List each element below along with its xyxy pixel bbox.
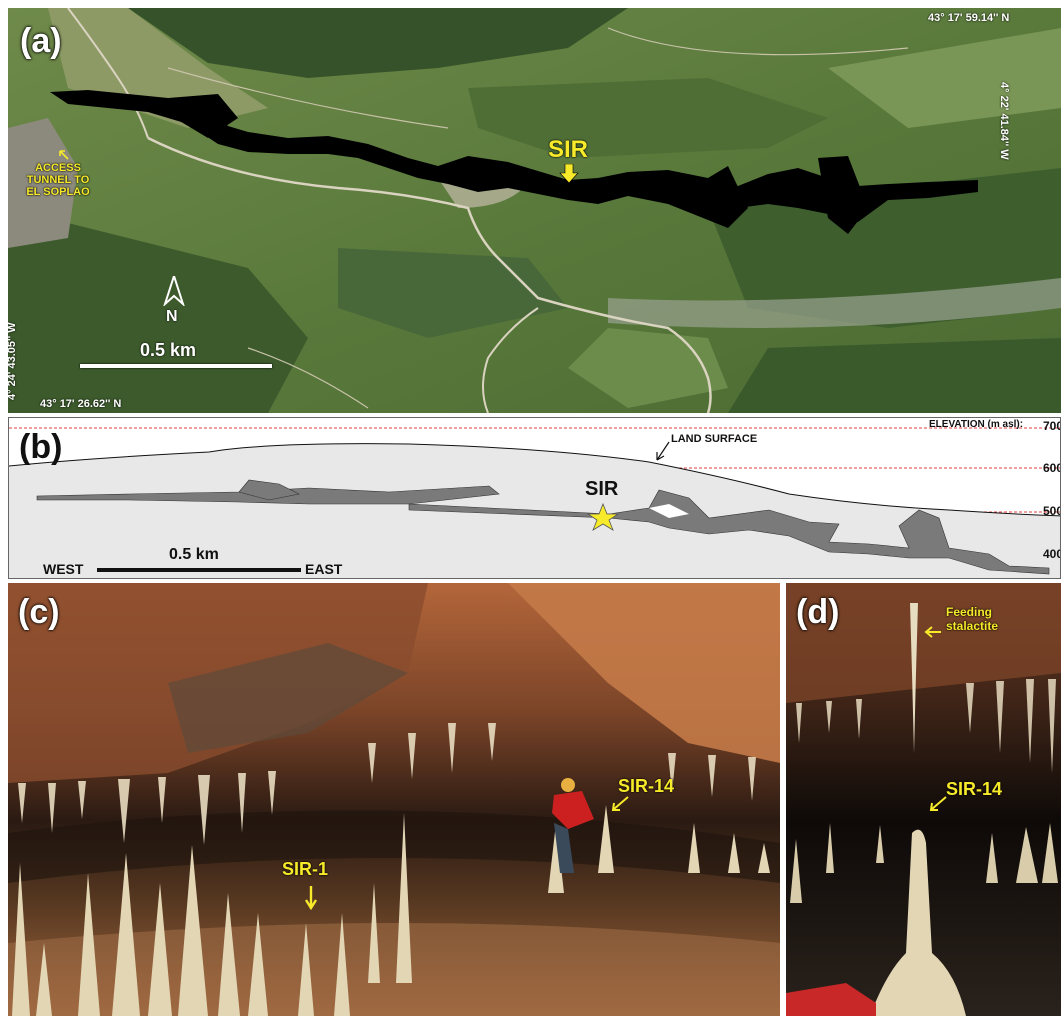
west-label: WEST xyxy=(43,561,84,577)
map-scale-bar xyxy=(80,364,272,368)
coordinate-top-right: 43° 17' 59.14'' N xyxy=(928,12,1010,24)
sir-14-closeup-label: SIR-14 xyxy=(946,779,1003,799)
panel-a-aerial-map: (a) 43° 17' 59.14'' N 4° 22' 41.84'' W 4… xyxy=(8,8,1061,413)
sir-14-closeup-arrow-icon xyxy=(929,796,947,811)
access-tunnel-line-3: EL SOPLAO xyxy=(26,186,90,198)
panel-d-label: (d) xyxy=(796,593,840,631)
stalagmite-closeup-photo xyxy=(786,583,1061,1016)
coordinate-left-vertical: 4° 24' 43.05'' W xyxy=(8,322,18,400)
sir-map-label: SIR xyxy=(548,136,589,163)
sir-14-photo-label: SIR-14 xyxy=(618,776,675,796)
north-label: N xyxy=(166,308,178,325)
panel-b-label: (b) xyxy=(19,428,63,466)
profile-drawing xyxy=(9,427,1060,578)
elevation-tick-500: 500 xyxy=(1043,504,1060,518)
access-tunnel-arrow-icon xyxy=(59,150,69,160)
sir-profile-label: SIR xyxy=(585,478,619,500)
panel-b-cave-profile: (b) ELEVATION (m asl): 700 600 500 400 L… xyxy=(8,417,1061,579)
sir-1-arrow-icon xyxy=(304,886,318,910)
north-arrow-icon xyxy=(163,276,185,306)
sir-14-photo-arrow-icon xyxy=(611,796,629,811)
panel-a-label: (a) xyxy=(20,22,62,60)
aerial-photo xyxy=(8,8,1061,413)
access-tunnel-label: ACCESS TUNNEL TO EL SOPLAO xyxy=(18,162,98,198)
profile-scale-label: 0.5 km xyxy=(169,546,219,563)
panel-d-stalagmite-photo: (d) Feeding stalactite SIR-14 xyxy=(786,583,1061,1016)
feeding-stalactite-line-2: stalactite xyxy=(946,619,999,633)
feeding-stalactite-line-1: Feeding xyxy=(946,605,993,619)
east-label: EAST xyxy=(305,561,343,577)
cave-chamber-photo xyxy=(8,583,780,1016)
land-surface-label: LAND SURFACE xyxy=(671,433,758,445)
elevation-tick-700: 700 xyxy=(1043,419,1060,433)
panel-c-label: (c) xyxy=(18,593,60,631)
sir-1-label: SIR-1 xyxy=(282,859,329,879)
feeding-stalactite-arrow-icon xyxy=(924,626,941,638)
elevation-tick-400: 400 xyxy=(1043,547,1060,561)
coordinate-right-vertical: 4° 22' 41.84'' W xyxy=(998,82,1010,160)
feeding-stalactite-label: Feeding stalactite xyxy=(946,605,998,633)
access-tunnel-line-1: ACCESS xyxy=(35,162,81,174)
coordinate-bottom-left: 43° 17' 26.62'' N xyxy=(40,398,122,410)
elevation-axis-title: ELEVATION (m asl): xyxy=(929,419,1024,430)
elevation-tick-600: 600 xyxy=(1043,461,1060,475)
panel-c-cave-photo: (c) SIR-1 SIR-14 xyxy=(8,583,780,1016)
access-tunnel-line-2: TUNNEL TO xyxy=(26,174,90,186)
map-scale-label: 0.5 km xyxy=(140,340,197,360)
sir-down-arrow-icon xyxy=(559,164,579,184)
